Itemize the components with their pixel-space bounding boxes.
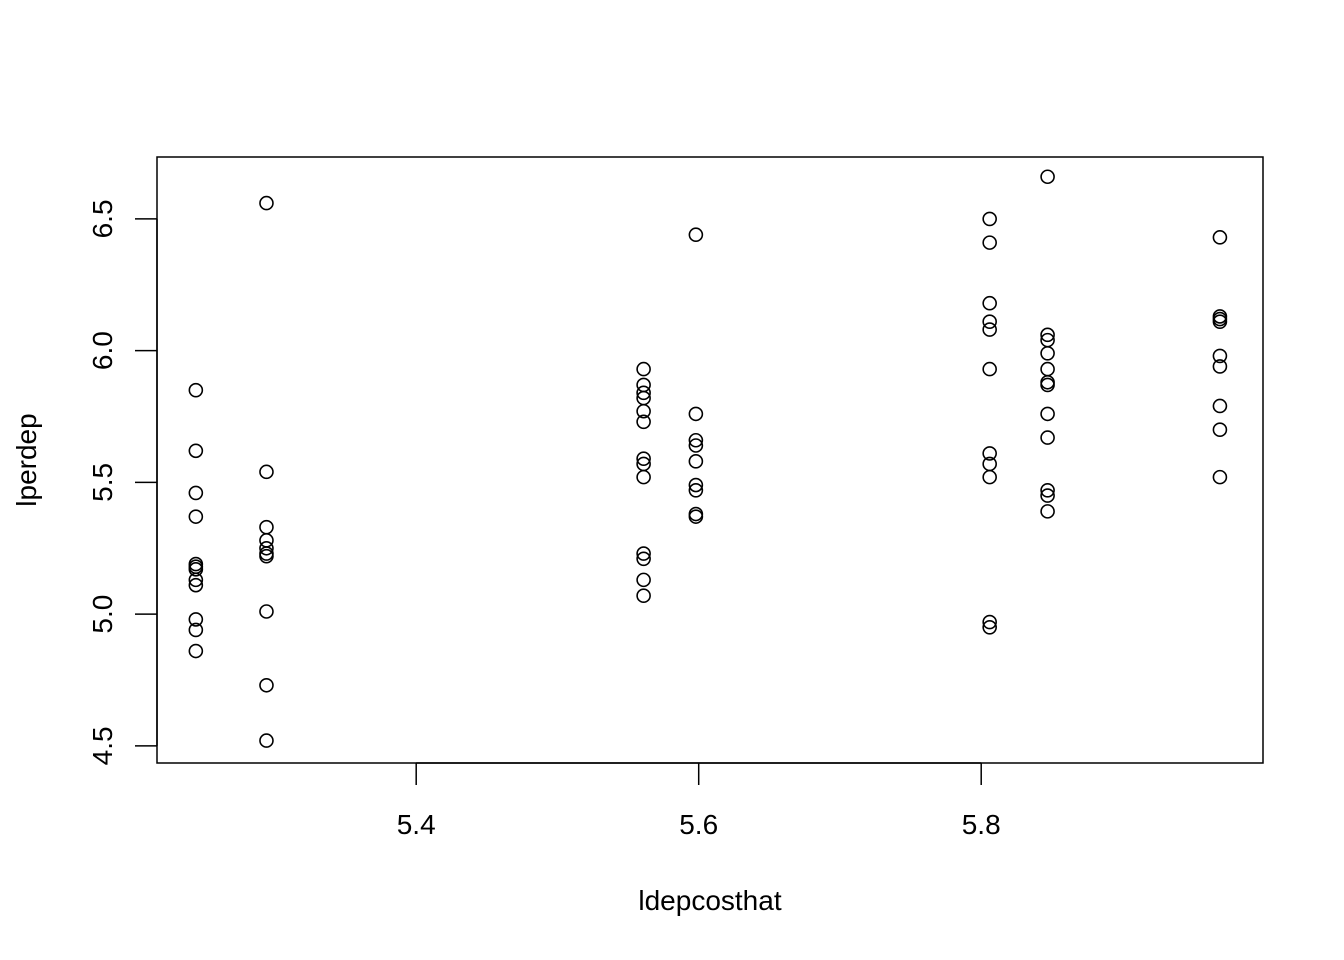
data-point (688, 477, 704, 493)
data-point (688, 438, 704, 453)
x-axis-label: ldepcosthat (638, 885, 781, 916)
data-point (636, 414, 651, 430)
data-point (636, 588, 651, 603)
data-point (259, 733, 274, 748)
data-point (1212, 230, 1228, 245)
data-point (688, 482, 704, 498)
data-point (188, 562, 204, 577)
data-point (636, 377, 651, 393)
data-point (982, 314, 997, 329)
data-point (1212, 422, 1228, 438)
data-point (982, 614, 997, 630)
y-tick-label: 6.5 (87, 199, 118, 238)
data-point (1212, 314, 1228, 329)
data-point (982, 469, 997, 485)
data-point (636, 403, 651, 419)
data-point (1212, 398, 1228, 414)
y-tick-label: 5.5 (87, 463, 118, 502)
data-point (1040, 504, 1055, 519)
data-point (188, 643, 204, 659)
data-point (188, 572, 204, 588)
data-point (688, 454, 704, 469)
data-point (982, 446, 997, 461)
data-point (1040, 169, 1055, 185)
data-point (688, 227, 704, 243)
data-point (1040, 488, 1055, 503)
data-point (636, 361, 651, 377)
data-point (259, 195, 274, 211)
data-point (1040, 430, 1055, 445)
data-point (259, 533, 274, 548)
data-point (636, 572, 651, 588)
data-point (188, 509, 204, 524)
data-point (188, 485, 204, 501)
data-point (688, 406, 704, 422)
data-point (982, 235, 997, 250)
data-point (188, 612, 204, 627)
data-point (688, 432, 704, 448)
data-point (1040, 327, 1055, 343)
data-point (259, 540, 274, 556)
y-tick-label: 5.0 (87, 595, 118, 634)
data-point (188, 577, 204, 593)
data-point (636, 546, 651, 561)
data-point (636, 451, 651, 466)
y-axis: 4.5 5.0 5.5 6.0 6.5 (87, 199, 158, 765)
x-tick-label: 5.4 (397, 809, 436, 840)
data-point (982, 361, 997, 377)
data-point (636, 469, 651, 485)
data-point (259, 604, 274, 619)
data-point (982, 620, 997, 635)
data-point (259, 677, 274, 693)
data-point (1040, 377, 1055, 393)
y-axis-label: lperdep (11, 413, 42, 506)
data-point (982, 211, 997, 227)
data-point (982, 322, 997, 337)
x-tick-label: 5.6 (679, 809, 718, 840)
x-axis: 5.4 5.6 5.8 (397, 762, 1001, 840)
data-point (1040, 482, 1055, 498)
data-point (1212, 469, 1228, 485)
data-point (188, 443, 204, 459)
data-point (688, 509, 704, 524)
data-point (259, 548, 274, 564)
data-point (982, 295, 997, 311)
data-point (636, 385, 651, 401)
x-tick-label: 5.8 (962, 809, 1001, 840)
data-point (1212, 348, 1228, 364)
data-point (259, 519, 274, 535)
data-point (188, 622, 204, 638)
data-point (1040, 406, 1055, 422)
y-tick-label: 6.0 (87, 331, 118, 370)
data-point (1040, 361, 1055, 377)
data-point (636, 551, 651, 567)
plot-frame (156, 156, 1264, 764)
data-points (188, 169, 1228, 748)
data-point (188, 382, 204, 398)
data-point (1212, 359, 1228, 374)
y-tick-label: 4.5 (87, 726, 118, 765)
data-point (259, 464, 274, 480)
data-point (1040, 345, 1055, 361)
